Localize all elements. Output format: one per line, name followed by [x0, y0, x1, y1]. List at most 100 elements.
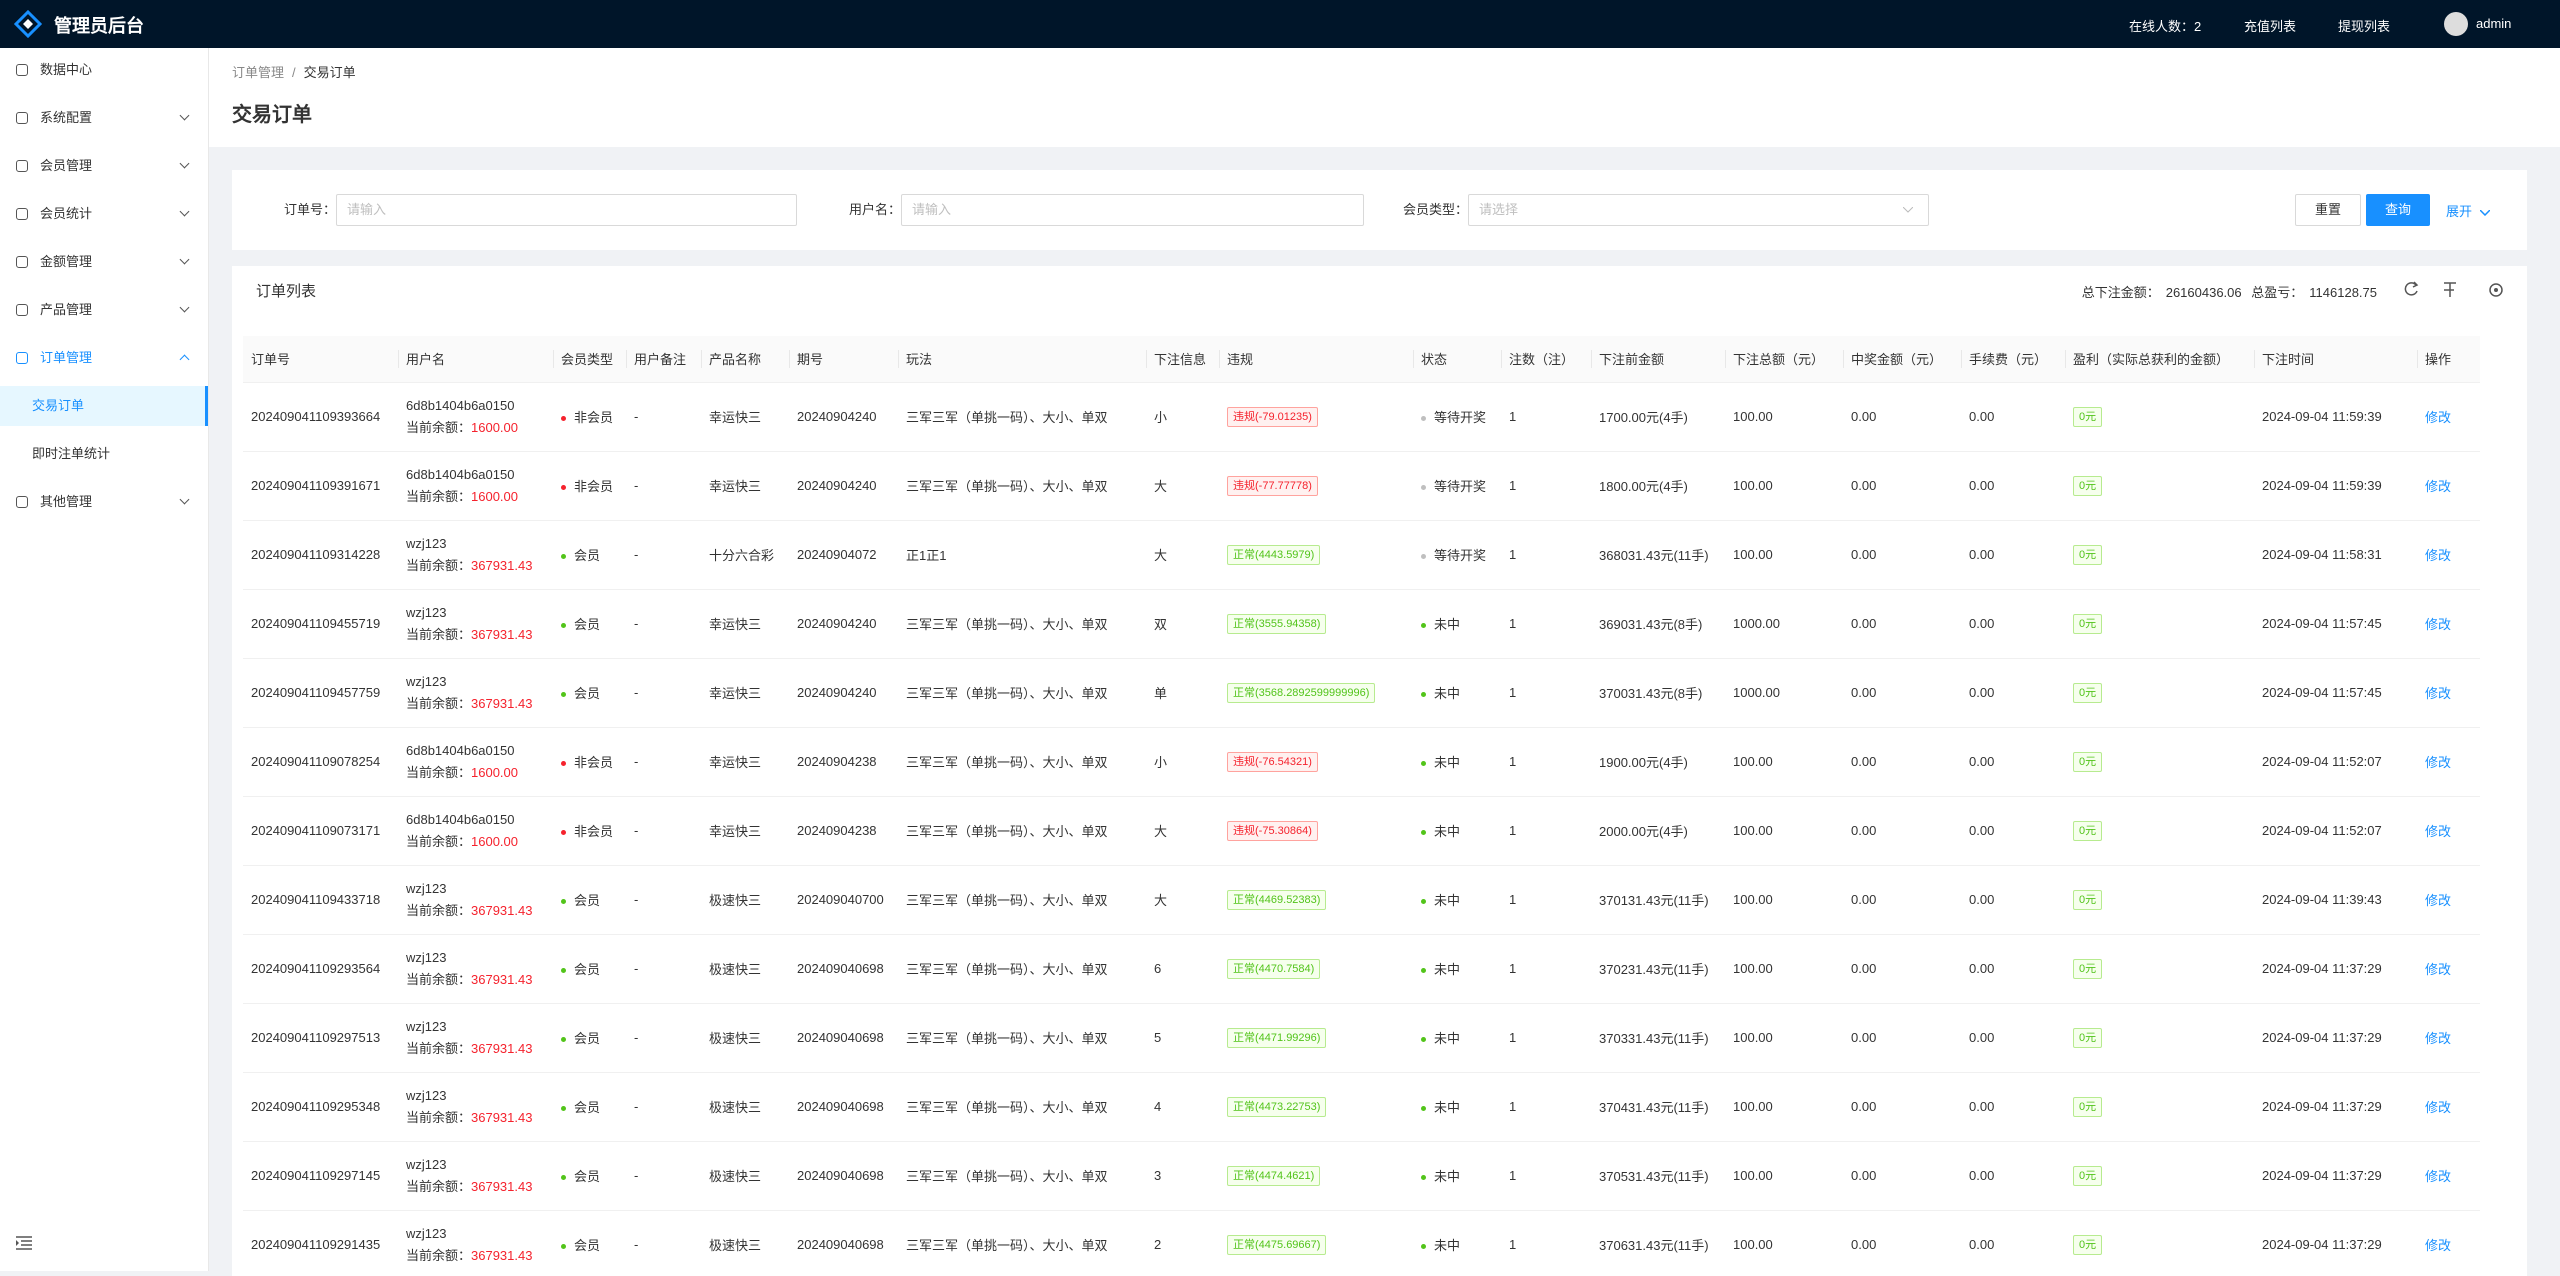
profit-tag: 0元 — [2073, 751, 2103, 772]
user-name: wzj123 — [406, 535, 447, 551]
user-name: wzj123 — [406, 1225, 447, 1241]
menu-item[interactable]: 数据中心 — [0, 50, 208, 90]
profit-cell: 0元 — [2065, 382, 2254, 452]
edit-link[interactable]: 修改 — [2425, 1031, 2452, 1046]
status-dot — [1421, 1037, 1426, 1043]
table-tools[interactable] — [2402, 280, 2522, 300]
edit-link[interactable]: 修改 — [2425, 479, 2452, 494]
order-id: 202409041109291435 — [243, 1210, 398, 1276]
action-cell: 修改 — [2417, 451, 2480, 521]
balance-label: 当前余额： — [406, 1109, 472, 1125]
menu-item[interactable]: 金额管理 — [0, 242, 208, 282]
member-type-select[interactable]: 请选择 — [1468, 194, 1929, 226]
before-amount: 369031.43元(8手) — [1591, 589, 1725, 659]
member-type: 会员 — [574, 962, 601, 977]
table-row: 202409041109297513 wzj123 当前余额：367931.43 会员… — [243, 1003, 2480, 1073]
violation-tag: 正常(4470.7584) — [1227, 958, 1321, 979]
period: 202409040700 — [789, 865, 898, 935]
submenu-item-active[interactable]: 交易订单 — [0, 386, 208, 426]
balance-label: 当前余额： — [406, 902, 472, 918]
status-dot — [1421, 485, 1426, 491]
avatar[interactable] — [2444, 12, 2468, 36]
withdraw-link[interactable]: 提现列表 — [2338, 19, 2391, 34]
period: 20240904240 — [789, 658, 898, 728]
status-cell: 未中 — [1413, 658, 1501, 728]
action-cell: 修改 — [2417, 1141, 2480, 1211]
bet-info: 大 — [1146, 796, 1219, 866]
total-profit-label: 总盈亏： — [2251, 285, 2304, 300]
bet-time: 2024-09-04 11:37:29 — [2254, 1072, 2417, 1142]
column-header: 状态 — [1413, 336, 1501, 383]
win-amount: 0.00 — [1843, 1210, 1961, 1276]
violation-tag: 违规(-76.54321) — [1227, 751, 1318, 772]
action-cell: 修改 — [2417, 658, 2480, 728]
submenu-item[interactable]: 即时注单统计 — [32, 446, 111, 461]
count: 1 — [1501, 1210, 1591, 1276]
profit-tag: 0元 — [2073, 1234, 2103, 1255]
edit-link[interactable]: 修改 — [2425, 1169, 2452, 1184]
status-dot — [561, 692, 566, 698]
member-type: 非会员 — [574, 755, 614, 770]
edit-link[interactable]: 修改 — [2425, 962, 2452, 977]
period: 20240904240 — [789, 589, 898, 659]
bet-total: 1000.00 — [1725, 658, 1843, 728]
menu-item[interactable]: 订单管理 — [0, 338, 208, 378]
edit-link[interactable]: 修改 — [2425, 410, 2452, 425]
recharge-link[interactable]: 充值列表 — [2244, 19, 2297, 34]
status-dot — [1421, 899, 1426, 905]
order-id: 202409041109078254 — [243, 727, 398, 797]
status-dot — [1421, 1106, 1426, 1112]
balance: 367931.43 — [471, 626, 533, 642]
status-dot — [1421, 692, 1426, 698]
menu-item[interactable]: 会员统计 — [0, 194, 208, 234]
column-header: 下注信息 — [1146, 336, 1219, 383]
status: 未中 — [1434, 962, 1461, 977]
breadcrumb-item[interactable]: 订单管理 — [232, 65, 285, 80]
edit-link[interactable]: 修改 — [2425, 617, 2452, 632]
bet-time: 2024-09-04 11:37:29 — [2254, 1141, 2417, 1211]
total-profit: 1146128.75 — [2309, 285, 2377, 300]
column-header: 用户名 — [398, 336, 553, 383]
expand-link[interactable]: 展开 — [2446, 201, 2491, 220]
edit-link[interactable]: 修改 — [2425, 686, 2452, 701]
column-header: 操作 — [2417, 336, 2480, 383]
menu-item[interactable]: 产品管理 — [0, 290, 208, 330]
edit-link[interactable]: 修改 — [2425, 1238, 2452, 1253]
balance-label: 当前余额： — [406, 1178, 472, 1194]
username-input[interactable]: 请输入 — [901, 194, 1364, 226]
edit-link[interactable]: 修改 — [2425, 824, 2452, 839]
profit-cell: 0元 — [2065, 1141, 2254, 1211]
edit-link[interactable]: 修改 — [2425, 1100, 2452, 1115]
user-name: wzj123 — [406, 1156, 447, 1172]
action-cell: 修改 — [2417, 727, 2480, 797]
play: 三军三军（单挑一码）、大小、单双 — [898, 934, 1146, 1004]
user-name: wzj123 — [406, 1018, 447, 1034]
profit-tag: 0元 — [2073, 1096, 2103, 1117]
user-cell: 6d8b1404b6a0150 当前余额：1600.00 — [398, 451, 553, 521]
status-cell: 未中 — [1413, 934, 1501, 1004]
user-cell: wzj123 当前余额：367931.43 — [398, 934, 553, 1004]
menu-item[interactable]: 其他管理 — [0, 482, 208, 522]
period: 20240904240 — [789, 451, 898, 521]
before-amount: 1700.00元(4手) — [1591, 382, 1725, 452]
period: 20240904240 — [789, 382, 898, 452]
status-dot — [561, 1244, 566, 1250]
reset-button[interactable]: 重置 — [2295, 194, 2361, 226]
balance-label: 当前余额： — [406, 557, 472, 573]
edit-link[interactable]: 修改 — [2425, 893, 2452, 908]
count: 1 — [1501, 658, 1591, 728]
edit-link[interactable]: 修改 — [2425, 548, 2452, 563]
status-cell: 等待开奖 — [1413, 382, 1501, 452]
search-button[interactable]: 查询 — [2366, 194, 2430, 226]
bet-info: 5 — [1146, 1003, 1219, 1073]
edit-link[interactable]: 修改 — [2425, 755, 2452, 770]
play: 三军三军（单挑一码）、大小、单双 — [898, 1003, 1146, 1073]
menu-item[interactable]: 会员管理 — [0, 146, 208, 186]
win-amount: 0.00 — [1843, 658, 1961, 728]
user-name[interactable]: admin — [2476, 16, 2512, 31]
play: 三军三军（单挑一码）、大小、单双 — [898, 1210, 1146, 1276]
count: 1 — [1501, 382, 1591, 452]
collapse-toggle[interactable] — [16, 1236, 32, 1250]
order-input[interactable]: 请输入 — [336, 194, 797, 226]
menu-item[interactable]: 系统配置 — [0, 98, 208, 138]
